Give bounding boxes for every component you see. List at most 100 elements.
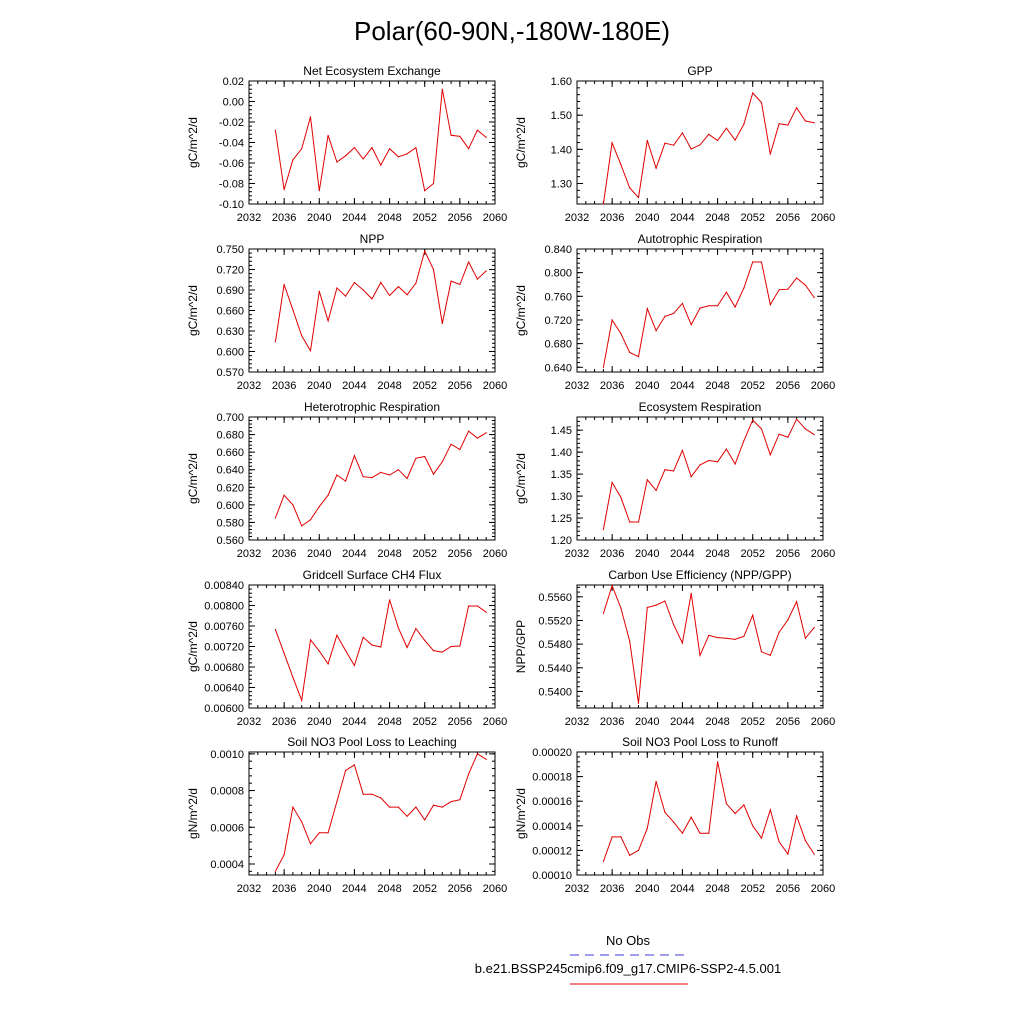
y-tick-label: 0.00600 xyxy=(204,703,244,715)
data-point xyxy=(353,281,355,284)
data-point xyxy=(283,652,285,654)
data-point xyxy=(415,147,417,149)
data-point xyxy=(637,196,640,199)
data-point xyxy=(292,159,294,161)
y-tick-label: 0.760 xyxy=(544,291,572,303)
x-tick-label: 2060 xyxy=(811,548,835,560)
data-point xyxy=(734,139,736,141)
data-point xyxy=(468,261,470,263)
data-point xyxy=(717,305,719,307)
data-point xyxy=(424,190,426,192)
x-tick-label: 2048 xyxy=(705,548,729,560)
data-point xyxy=(602,860,605,863)
x-tick-label: 2060 xyxy=(811,716,835,728)
y-tick-label: 0.560 xyxy=(216,535,244,547)
y-tick-label: 1.35 xyxy=(551,469,572,481)
data-point xyxy=(468,148,470,150)
data-point xyxy=(283,283,285,286)
data-point xyxy=(353,147,355,149)
data-point xyxy=(655,604,657,606)
data-point xyxy=(646,479,648,481)
data-point xyxy=(725,127,728,129)
data-point xyxy=(699,832,701,834)
data-point xyxy=(602,612,605,615)
data-point xyxy=(796,107,798,109)
x-tick-label: 2040 xyxy=(635,548,659,560)
x-tick-label: 2032 xyxy=(237,548,261,560)
x-tick-label: 2032 xyxy=(237,716,261,728)
data-point xyxy=(813,434,815,436)
data-point xyxy=(787,288,789,290)
data-point xyxy=(415,457,417,459)
chart-title: Autotrophic Respiration xyxy=(638,232,763,246)
data-point xyxy=(734,463,736,465)
data-point xyxy=(450,645,452,648)
x-tick-label: 2060 xyxy=(811,212,835,224)
data-point xyxy=(406,294,408,296)
x-tick-label: 2052 xyxy=(412,548,436,560)
chart-title: Gridcell Surface CH4 Flux xyxy=(303,568,442,582)
data-point xyxy=(362,793,364,795)
x-tick-label: 2052 xyxy=(740,716,764,728)
data-point xyxy=(708,305,710,307)
data-point xyxy=(345,480,347,482)
data-point xyxy=(690,476,692,478)
data-point xyxy=(708,133,710,135)
data-point xyxy=(796,815,798,817)
chart-panel: Soil NO3 Pool Loss to Runoff 2032 2036 2040… xyxy=(514,735,835,895)
y-axis-label: gC/m^2/d xyxy=(514,117,528,168)
data-point xyxy=(459,799,461,801)
y-tick-label: 0.640 xyxy=(544,362,572,374)
data-point xyxy=(353,455,355,457)
data-point xyxy=(752,614,754,616)
data-point xyxy=(664,469,666,471)
x-tick-label: 2032 xyxy=(565,212,589,224)
data-point xyxy=(371,147,373,149)
x-tick-label: 2060 xyxy=(483,380,507,392)
data-point xyxy=(309,116,312,118)
data-point xyxy=(743,635,745,638)
data-point xyxy=(655,167,657,169)
x-tick-label: 2036 xyxy=(600,380,624,392)
data-point xyxy=(406,477,408,480)
data-point xyxy=(629,854,631,856)
data-point xyxy=(787,124,789,126)
x-tick-label: 2040 xyxy=(307,548,331,560)
data-point xyxy=(629,187,631,189)
y-tick-label: 1.30 xyxy=(551,179,572,191)
data-point xyxy=(752,419,754,421)
x-tick-label: 2056 xyxy=(776,716,800,728)
data-point xyxy=(778,123,780,125)
data-point xyxy=(734,306,736,308)
x-tick-label: 2060 xyxy=(483,716,507,728)
data-point xyxy=(673,144,675,146)
data-point xyxy=(708,832,710,834)
data-point xyxy=(708,634,710,636)
data-point xyxy=(406,815,408,817)
y-tick-label: 0.5480 xyxy=(538,639,572,651)
data-point xyxy=(769,654,771,657)
data-point xyxy=(743,287,745,289)
data-point xyxy=(485,136,487,138)
data-point xyxy=(804,428,807,430)
chart-panel: Heterotrophic Respiration 2032 2036 2040 204… xyxy=(186,400,507,560)
data-point xyxy=(274,341,276,343)
data-point xyxy=(760,101,763,104)
chart-title: Carbon Use Efficiency (NPP/GPP) xyxy=(608,568,791,582)
x-tick-label: 2060 xyxy=(483,883,507,895)
data-point xyxy=(432,804,435,806)
data-point xyxy=(743,804,745,806)
x-tick-label: 2056 xyxy=(448,548,472,560)
data-point xyxy=(629,521,631,523)
data-point xyxy=(318,190,320,192)
data-point xyxy=(441,461,443,463)
data-point xyxy=(380,646,382,648)
data-point xyxy=(468,773,470,775)
data-point xyxy=(646,308,648,310)
data-point xyxy=(620,164,622,166)
chart-title: GPP xyxy=(687,64,712,78)
y-tick-label: 0.00760 xyxy=(204,621,244,633)
y-tick-label: 0.00840 xyxy=(204,580,244,592)
y-tick-label: 1.40 xyxy=(551,144,572,156)
data-point xyxy=(796,277,798,279)
